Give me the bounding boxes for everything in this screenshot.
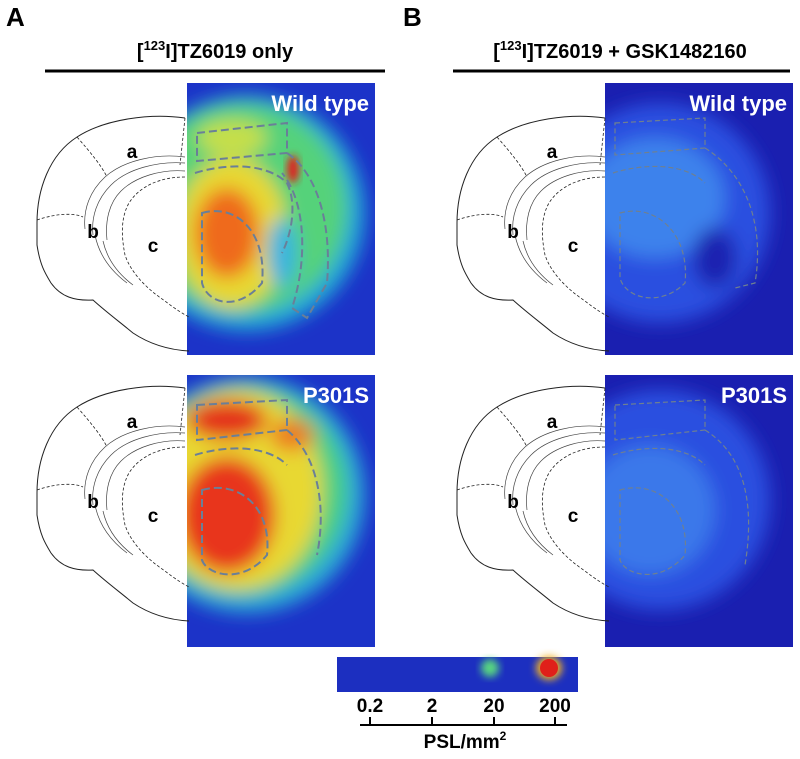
- scale-unit: PSL/mm2: [424, 729, 507, 753]
- region-label: c: [568, 236, 579, 257]
- autoradiograph: [605, 375, 793, 647]
- region-label: a: [547, 412, 558, 433]
- title-part: I]TZ6019 + GSK1482160: [522, 41, 747, 63]
- image-label: Wild type: [689, 91, 787, 116]
- region-label: b: [87, 222, 99, 243]
- image-label: P301S: [303, 383, 369, 408]
- scale-tick-label: 200: [539, 696, 571, 717]
- title-part: [: [137, 41, 144, 63]
- color-bar: [337, 656, 578, 726]
- brain-outline: [456, 385, 610, 622]
- region-label: a: [547, 142, 558, 163]
- image-label: Wild type: [271, 91, 369, 116]
- brain-outline: [36, 385, 190, 622]
- brain-outline: [456, 115, 610, 352]
- autoradiograph: [187, 375, 375, 647]
- region-label: a: [127, 412, 138, 433]
- region-label: a: [127, 142, 138, 163]
- title-part: I]TZ6019 only: [165, 41, 294, 63]
- title-superscript: 123: [144, 38, 166, 53]
- title-superscript: 123: [500, 38, 522, 53]
- brain-outline: [36, 115, 190, 352]
- panel-title: [123I]TZ6019 + GSK1482160: [493, 38, 747, 63]
- panel-label: A: [6, 2, 25, 32]
- unit-superscript: 2: [500, 729, 507, 743]
- region-label: c: [148, 506, 159, 527]
- scale-tick-label: 0.2: [357, 696, 383, 717]
- unit-text: PSL/mm: [424, 732, 500, 753]
- region-label: b: [87, 492, 99, 513]
- panel-title: [123I]TZ6019 only: [137, 38, 294, 63]
- autoradiograph: [187, 83, 375, 355]
- panel-label: B: [403, 2, 422, 32]
- scale-tick-label: 2: [427, 696, 438, 717]
- scale-tick-label: 20: [483, 696, 504, 717]
- title-part: [: [493, 41, 500, 63]
- region-label: b: [507, 222, 519, 243]
- region-label: c: [148, 236, 159, 257]
- image-label: P301S: [721, 383, 787, 408]
- region-label: c: [568, 506, 579, 527]
- region-label: b: [507, 492, 519, 513]
- autoradiograph: [605, 83, 793, 355]
